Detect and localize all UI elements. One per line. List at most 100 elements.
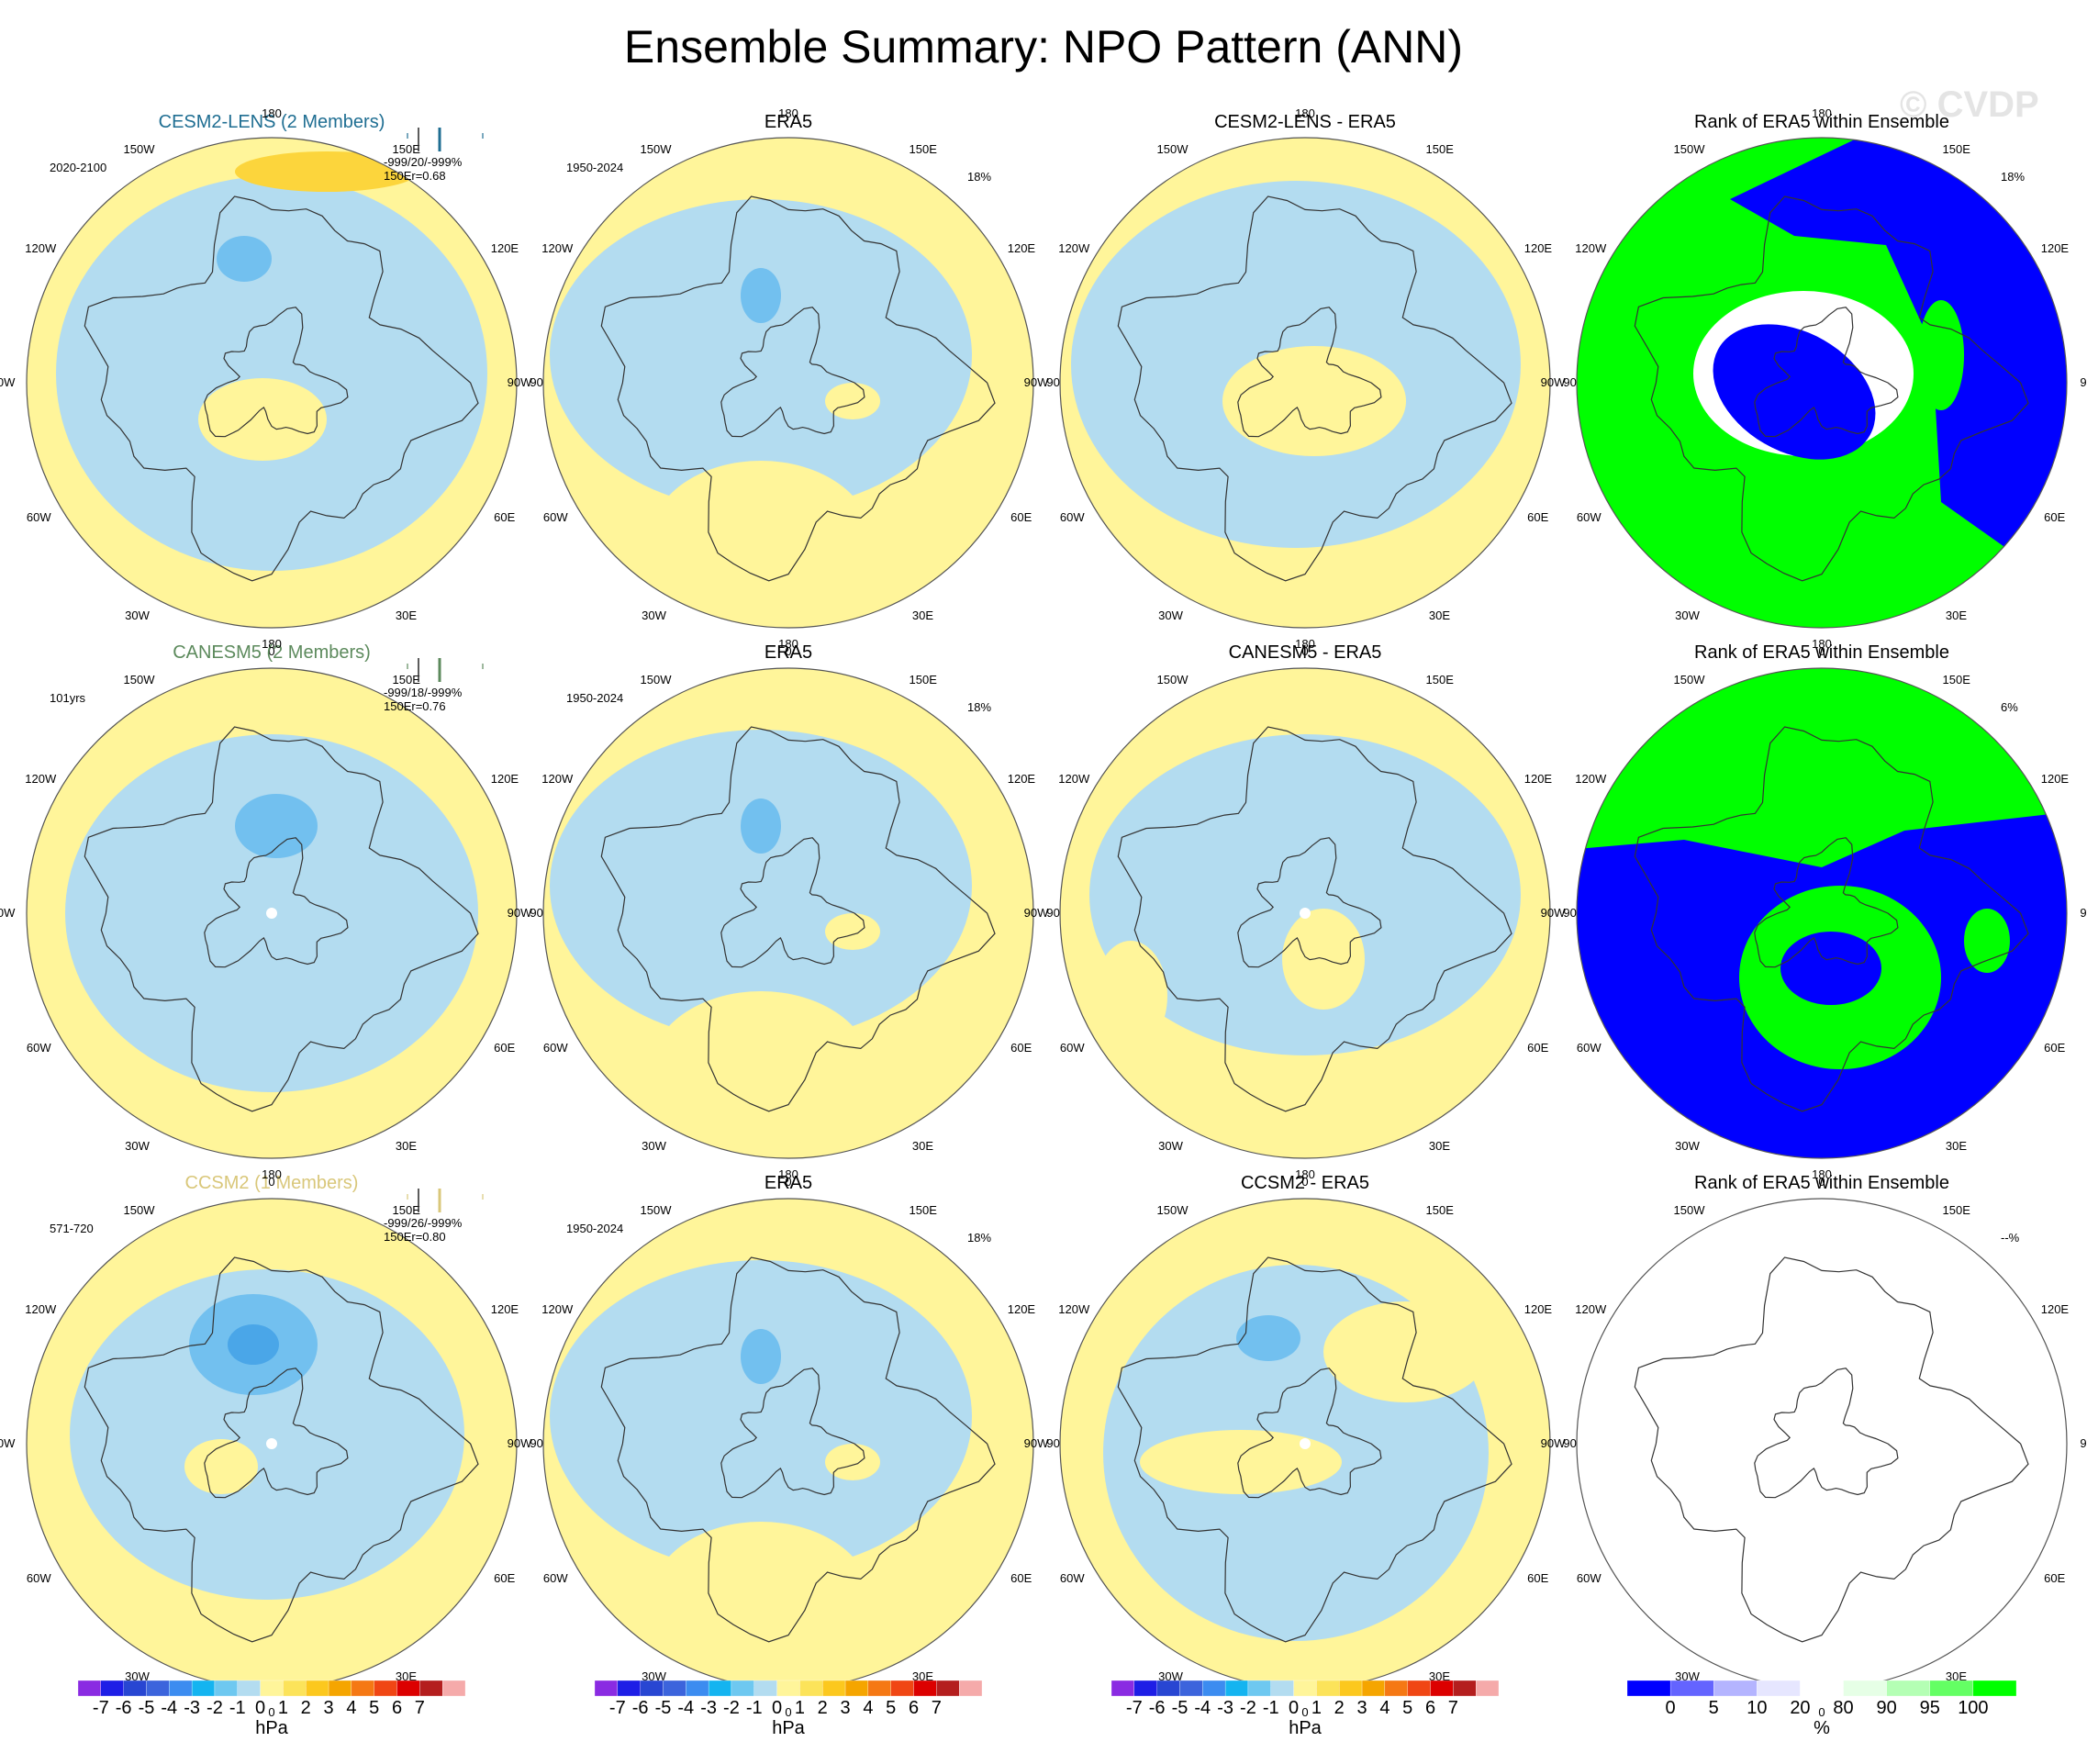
contour-region <box>228 1324 279 1365</box>
lon-label: 30E <box>911 1669 934 1683</box>
pole-marker <box>1300 1438 1311 1449</box>
lon-label: 0 <box>268 644 275 658</box>
main-title: Ensemble Summary: NPO Pattern (ANN) <box>623 21 1464 73</box>
lon-label: 120W <box>25 771 57 786</box>
rank-region-low-inner <box>1780 932 1881 1005</box>
panel-title-era5: ERA5 <box>764 112 813 132</box>
contour-region <box>1094 941 1167 1051</box>
colorbar-swatch <box>799 1680 823 1697</box>
colorbar-tick-label: -7 <box>1125 1698 1143 1718</box>
lon-label: 90W <box>1023 1436 1049 1450</box>
lon-label: 120W <box>541 1301 574 1316</box>
rank-region-high <box>1577 668 2067 867</box>
coastline <box>1117 195 1512 582</box>
lon-label: 60E <box>1527 509 1549 524</box>
colorbar-swatch <box>306 1680 329 1697</box>
colorbar-swatch <box>78 1680 101 1697</box>
lon-label: 90E <box>2080 1436 2087 1450</box>
colorbar-swatch <box>442 1680 466 1697</box>
colorbar-swatch <box>169 1680 193 1697</box>
colorbar-swatch <box>663 1680 686 1697</box>
pattern-correlation-pct: --% <box>2001 1231 2020 1245</box>
lon-label: 120E <box>1007 1301 1036 1316</box>
map-diff-row3 <box>1059 1198 1551 1690</box>
coastline <box>1634 1256 2029 1643</box>
panel-title-era5: ERA5 <box>764 642 813 663</box>
lon-label: 180 <box>262 1167 282 1181</box>
colorbar-swatch <box>617 1680 641 1697</box>
pole-marker <box>1300 908 1311 919</box>
lon-label: 60W <box>1059 1040 1085 1055</box>
colorbar-tick-label: -3 <box>184 1698 201 1718</box>
lon-label: 0 <box>268 1705 275 1719</box>
colorbar-swatch <box>822 1680 846 1697</box>
contour-region <box>198 378 327 461</box>
pole-marker <box>266 1438 277 1449</box>
colorbar-tick-label: 1 <box>794 1698 805 1718</box>
lon-label: 120W <box>1575 240 1607 255</box>
pattern-correlation-pct: 18% <box>967 170 992 184</box>
colorbar-unit: % <box>1814 1718 1830 1738</box>
lon-label: 180 <box>778 106 798 120</box>
colorbar-swatch <box>1929 1680 1974 1697</box>
colorbar-tick-label: 10 <box>1747 1698 1768 1718</box>
stat-line-1: -999/26/-999% <box>384 1216 463 1230</box>
colorbar-tick-label: -1 <box>1262 1698 1279 1718</box>
colorbar-swatch <box>419 1680 443 1697</box>
colorbar-swatch <box>1247 1680 1271 1697</box>
lon-label: 90W <box>1540 1436 1566 1450</box>
colorbar-tick-label: 100 <box>1958 1698 1989 1718</box>
colorbar-swatch <box>1202 1680 1226 1697</box>
contour-region <box>741 268 781 323</box>
lon-label: 60W <box>26 509 51 524</box>
contour-region <box>550 1260 972 1572</box>
contour-region <box>235 151 419 192</box>
colorbar-tick-label: 7 <box>931 1698 942 1718</box>
lon-label: 120E <box>2040 240 2070 255</box>
lon-label: 30E <box>395 1669 418 1683</box>
colorbar-swatch <box>237 1680 261 1697</box>
colorbar-tick-label: -6 <box>115 1698 132 1718</box>
colorbar-tick-label: -3 <box>700 1698 718 1718</box>
contour-region <box>825 383 880 419</box>
lon-label: 30W <box>125 1669 150 1683</box>
colorbar-swatch <box>1179 1680 1203 1697</box>
lon-label: 60W <box>1059 1570 1085 1585</box>
contour-region <box>550 730 972 1042</box>
lon-label: 150W <box>1156 1203 1189 1218</box>
stat-box: -999/26/-999% 150Er=0.80 <box>384 1216 462 1244</box>
lon-label: 60E <box>494 1570 516 1585</box>
colorbar-swatch <box>1133 1680 1157 1697</box>
colorbar-swatch <box>146 1680 170 1697</box>
colorbar-swatch <box>214 1680 238 1697</box>
lon-label: 90W <box>1540 906 1566 920</box>
colorbar-tick-label: 7 <box>1447 1698 1458 1718</box>
colorbar-swatch <box>1361 1680 1386 1697</box>
lon-label: 150E <box>909 1203 937 1218</box>
colorbar-tick-label: -6 <box>1148 1698 1166 1718</box>
lon-label: 180 <box>778 1167 798 1181</box>
colorbar-swatch <box>1972 1680 2017 1697</box>
coastline <box>600 1256 996 1643</box>
period-label: 1950-2024 <box>566 1222 624 1235</box>
lon-label: 90W <box>0 906 16 920</box>
lon-label: 120E <box>2040 1301 2070 1316</box>
colorbar-tick-label: -5 <box>138 1698 155 1718</box>
panel-title-model: CESM2-LENS (2 Members) <box>158 112 385 132</box>
lon-label: 60W <box>542 1570 568 1585</box>
contour-region <box>217 236 272 282</box>
colorbar-swatch <box>731 1680 754 1697</box>
lon-label: 60E <box>1010 1040 1032 1055</box>
colorbar-tick-label: 6 <box>908 1698 920 1718</box>
lon-label: 30E <box>1945 1669 1968 1683</box>
colorbar-swatch <box>328 1680 352 1697</box>
lon-label: 90E <box>2080 375 2087 389</box>
contour-region <box>184 1439 258 1494</box>
lon-label: 0 <box>268 1175 275 1189</box>
map-era5-row3 <box>542 1198 1034 1690</box>
contour-region <box>1140 1430 1342 1494</box>
colorbar-tick-label: 2 <box>817 1698 828 1718</box>
lon-label: 150E <box>1425 1203 1454 1218</box>
lon-label: 120W <box>1575 1301 1607 1316</box>
lon-label: 0 <box>785 644 792 658</box>
